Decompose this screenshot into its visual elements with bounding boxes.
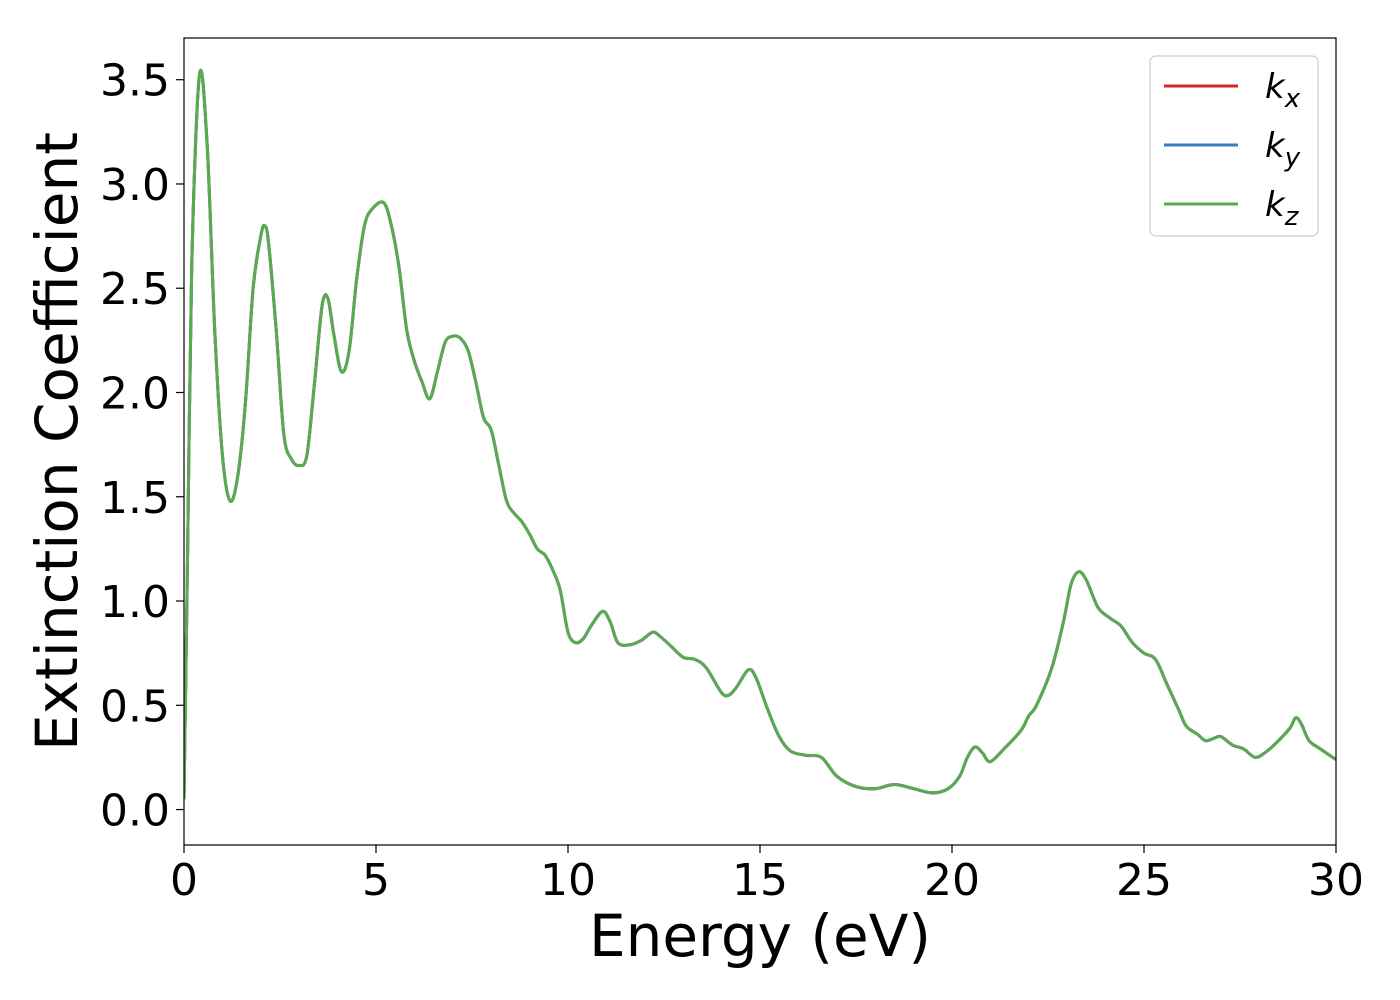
- x-tick-label: 5: [362, 855, 390, 906]
- y-tick-label: 3.5: [100, 56, 170, 107]
- y-tick-label: 2.0: [100, 368, 170, 419]
- x-tick-label: 10: [540, 855, 596, 906]
- legend-label: ky: [1265, 126, 1301, 173]
- x-tick-label: 20: [924, 855, 980, 906]
- series-line-k-z: [184, 68, 1336, 800]
- legend-label: kx: [1265, 67, 1301, 114]
- y-tick-label: 0.0: [100, 786, 170, 837]
- series-layer: [184, 68, 1336, 800]
- y-tick-label: 2.5: [100, 264, 170, 315]
- y-tick-label: 0.5: [100, 681, 170, 732]
- y-tick-label: 1.0: [100, 577, 170, 628]
- x-tick-label: 0: [170, 855, 198, 906]
- x-tick-label: 30: [1308, 855, 1364, 906]
- y-axis-label: Extinction Coefficient: [23, 132, 91, 751]
- x-axis-label: Energy (eV): [589, 902, 931, 970]
- x-axis-ticks: 0 5 10 15 20 25 30: [170, 845, 1364, 906]
- x-tick-label: 25: [1116, 855, 1172, 906]
- legend: kx ky kz: [1149, 55, 1319, 237]
- y-tick-label: 1.5: [100, 473, 170, 524]
- y-tick-label: 3.0: [100, 160, 170, 211]
- y-axis-ticks: 0.0 0.5 1.0 1.5 2.0 2.5 3.0 3.5: [100, 56, 184, 837]
- legend-label: kz: [1265, 185, 1300, 232]
- x-tick-label: 15: [732, 855, 788, 906]
